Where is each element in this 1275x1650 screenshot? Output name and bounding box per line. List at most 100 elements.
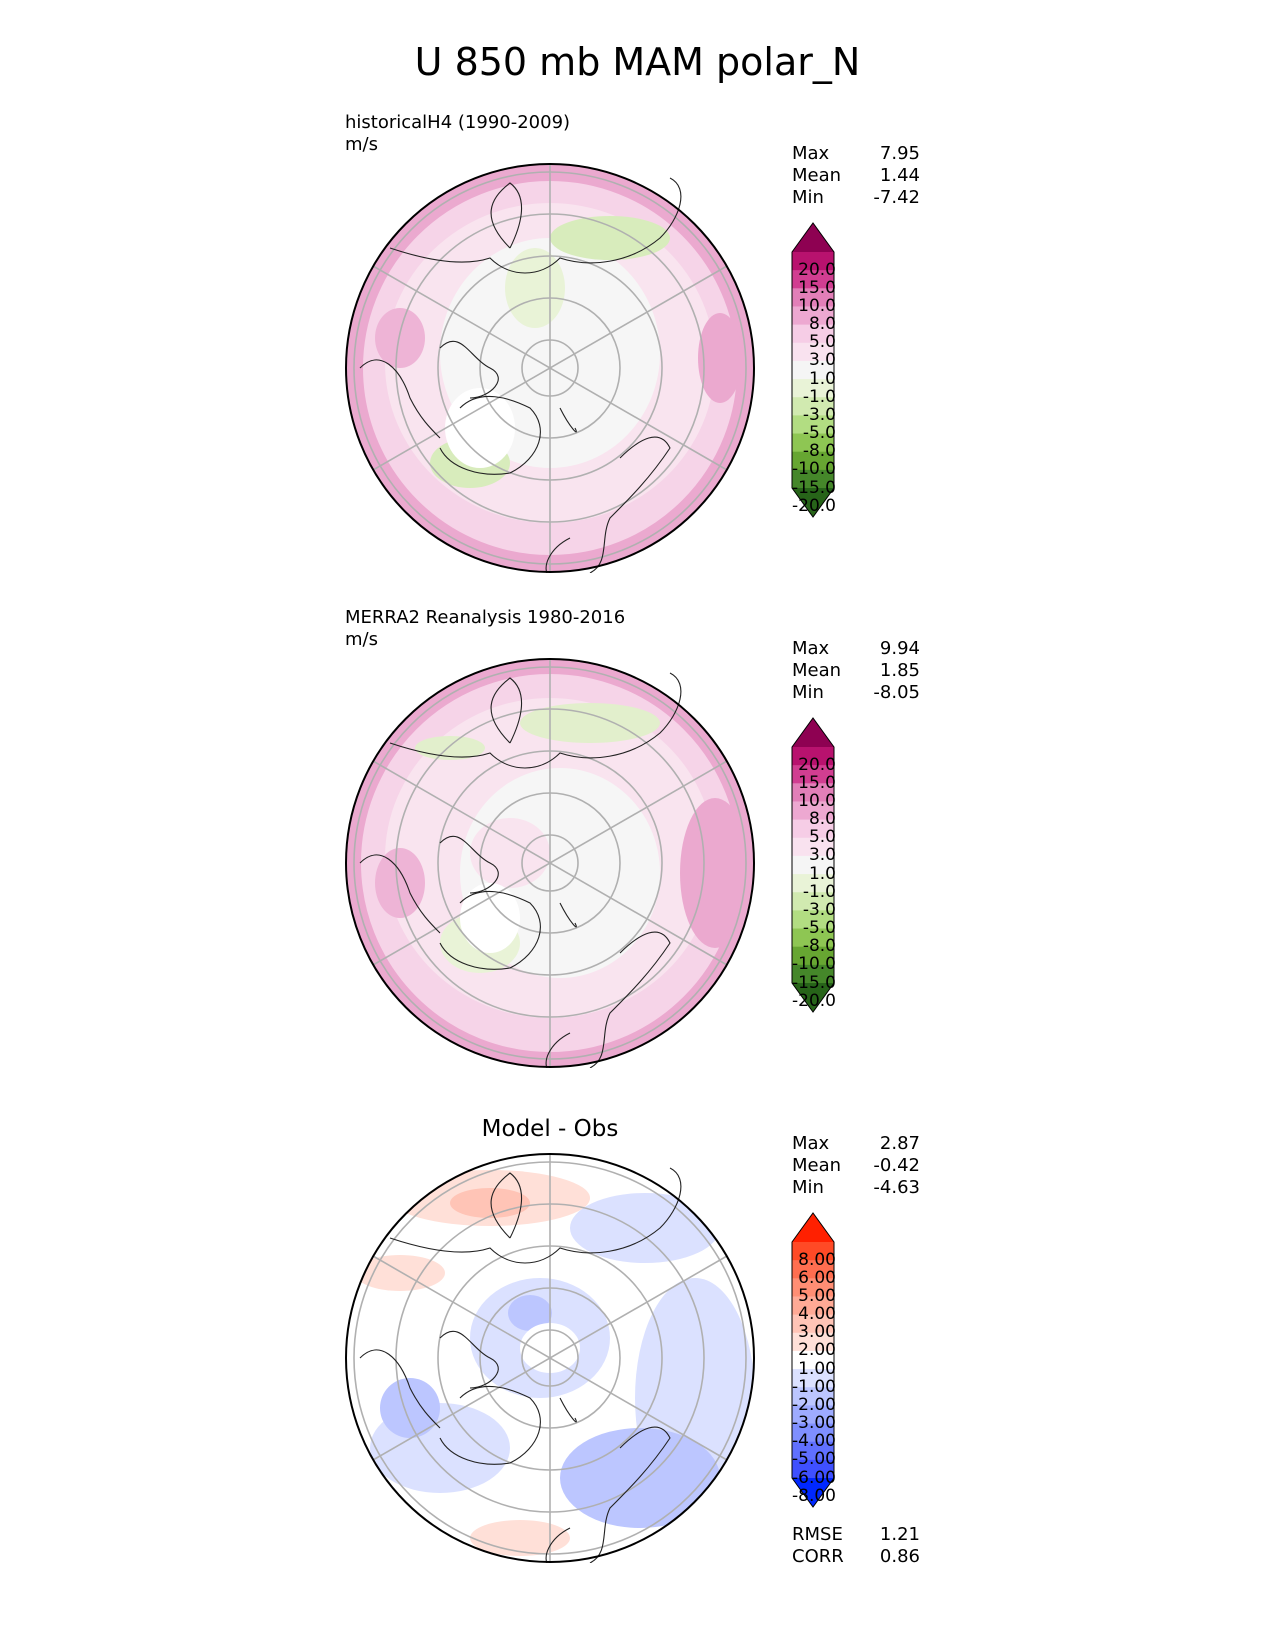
colorbar-segment	[792, 1350, 834, 1370]
colorbar-tick-label: -2.00	[792, 1394, 836, 1415]
panel-label: historicalH4 (1990-2009)	[345, 112, 571, 133]
colorbar-segment	[792, 819, 834, 839]
green-anomaly	[505, 248, 565, 328]
graticule	[353, 658, 747, 1068]
colorbar-tick-label: 8.0	[808, 809, 836, 830]
colorbar-segment	[792, 397, 834, 416]
colorbar-tick-label: -4.00	[792, 1431, 836, 1452]
green-anomaly	[520, 703, 660, 743]
colorbar-tick-label: 3.00	[798, 1322, 836, 1343]
colorbar-tick-label: -5.0	[802, 918, 836, 939]
red-anomaly	[450, 1188, 530, 1218]
colorbar	[791, 717, 835, 1013]
colorbar-segment	[792, 747, 834, 766]
pink-anomaly	[375, 308, 425, 368]
map-boundary	[345, 163, 755, 573]
colorbar-tick-label: 1.0	[808, 368, 836, 389]
colorbar-segment	[792, 1260, 834, 1279]
colorbar-segment	[792, 1459, 834, 1479]
colorbar-tick-label: 20.0	[798, 754, 836, 775]
colorbar-segment	[792, 783, 834, 802]
colorbar-tick-label: -10.0	[792, 954, 836, 975]
colorbar	[791, 222, 835, 518]
colorbar-tick-label: 2.00	[798, 1340, 836, 1361]
colorbar-segment	[792, 892, 834, 911]
colorbar-segment	[792, 469, 834, 489]
colorbar-segment	[792, 765, 834, 784]
colorbar-tick-label: -20.0	[792, 495, 836, 516]
colorbar-tick-label: -5.00	[792, 1449, 836, 1470]
colorbar-segment	[792, 270, 834, 289]
colorbar-tick-label: 3.0	[808, 845, 836, 866]
colorbar-segment	[792, 342, 834, 362]
colorbar-tick-label: 8.00	[798, 1249, 836, 1270]
colorbar-tick-label: -8.0	[802, 936, 836, 957]
land-white	[460, 883, 520, 953]
stats-box: Max 2.87 Mean -0.42 Min -4.63	[792, 1133, 920, 1198]
figure-title: U 850 mb MAM polar_N	[414, 40, 861, 84]
stats-box: Max 7.95 Mean 1.44 Min -7.42	[792, 143, 920, 208]
panel-units: m/s	[345, 629, 378, 650]
colorbar-segment	[792, 910, 834, 930]
colorbar-tick-label: 1.00	[798, 1358, 836, 1379]
colorbar-tick-label: -3.00	[792, 1413, 836, 1434]
colorbar-segment	[792, 288, 834, 307]
colorbar-tick-label: 4.00	[798, 1304, 836, 1325]
colorbar-tick-label: -3.0	[802, 899, 836, 920]
colorbar-segment	[792, 1314, 834, 1334]
colorbar-segment	[792, 324, 834, 344]
colorbar-segment	[792, 928, 834, 948]
colorbar-outline	[791, 1212, 835, 1508]
colorbar-segment	[792, 252, 834, 271]
colorbar-tick-label: -6.00	[792, 1467, 836, 1488]
colorbar-segment	[792, 946, 834, 966]
colorbar-tick-label: 8.0	[808, 314, 836, 335]
colorbar-tick-label: 5.0	[808, 827, 836, 848]
graticule	[353, 1153, 747, 1563]
colorbar-segment	[792, 1242, 834, 1261]
colorbar-tick-label: -3.0	[802, 404, 836, 425]
colorbar-segment	[792, 855, 834, 875]
graticule	[353, 163, 747, 573]
colorbar-tick-label: 3.0	[808, 350, 836, 371]
polar-map-model	[345, 163, 755, 573]
map-boundary	[345, 1153, 755, 1563]
colorbar-tick-label: -1.0	[802, 881, 836, 902]
colorbar-outline	[791, 717, 835, 1013]
colorbar-tick-label: -20.0	[792, 990, 836, 1011]
colorbar-tick-label: -8.0	[802, 441, 836, 462]
land-white	[445, 388, 515, 468]
green-anomaly	[550, 216, 670, 260]
panel-units: m/s	[345, 134, 378, 155]
blue-anomaly	[570, 1193, 720, 1263]
coastlines	[359, 672, 682, 1068]
coastlines	[359, 177, 682, 573]
colorbar-tick-label: 15.0	[798, 277, 836, 298]
colorbar-tick-label: 5.00	[798, 1285, 836, 1306]
colorbar-extension-top	[792, 718, 834, 747]
colorbar-tick-label: 1.0	[808, 863, 836, 884]
colorbar-extension-bottom	[792, 488, 834, 517]
colorbar-segment	[792, 1278, 834, 1297]
stats-box: Max 9.94 Mean 1.85 Min -8.05	[792, 638, 920, 703]
colorbar-segment	[792, 1332, 834, 1352]
polar-map-difference	[345, 1153, 755, 1563]
colorbar-tick-label: 10.0	[798, 295, 836, 316]
colorbar-tick-label: 15.0	[798, 772, 836, 793]
colorbar	[791, 1212, 835, 1508]
colorbar-segment	[792, 379, 834, 398]
colorbar-segment	[792, 1423, 834, 1443]
colorbar-segment	[792, 451, 834, 471]
colorbar-tick-label: 6.00	[798, 1267, 836, 1288]
colorbar-segment	[792, 415, 834, 435]
colorbar-segment	[792, 964, 834, 984]
colorbar-segment	[792, 874, 834, 893]
colorbar-segment	[792, 433, 834, 453]
colorbar-tick-label: -1.00	[792, 1376, 836, 1397]
colorbar-segment	[792, 360, 834, 380]
colorbar-segment	[792, 1405, 834, 1425]
colorbar-tick-label: -5.0	[802, 423, 836, 444]
blue-anomaly	[508, 1295, 552, 1331]
colorbar-tick-label: -10.0	[792, 459, 836, 480]
colorbar-extension-top	[792, 1213, 834, 1242]
